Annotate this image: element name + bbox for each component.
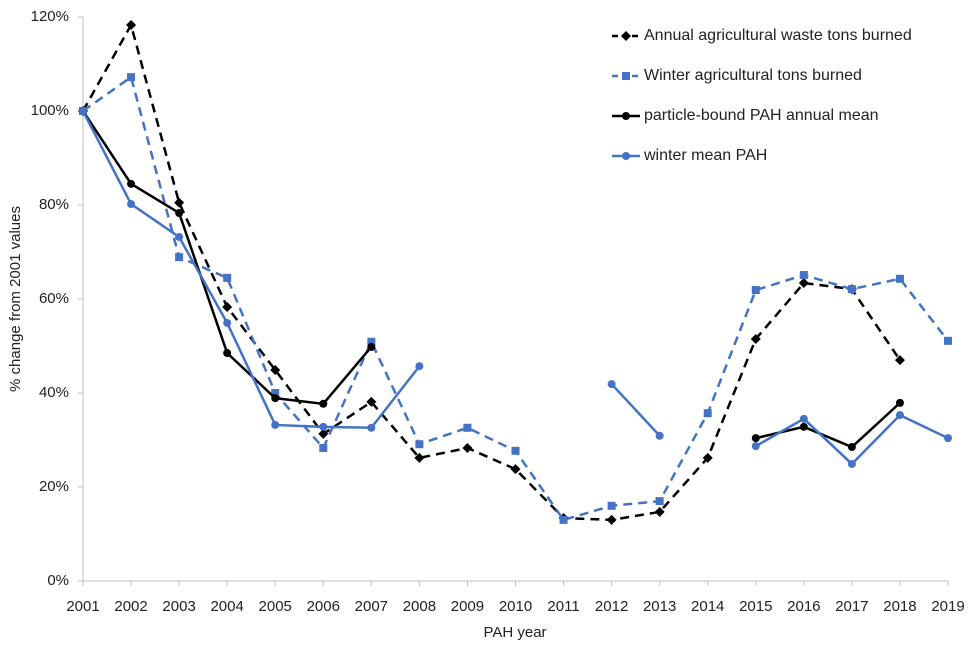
point: [799, 271, 808, 280]
x-tick-label: 2002: [114, 598, 147, 615]
point: [607, 380, 616, 389]
y-tick-label: 40%: [39, 384, 69, 401]
x-tick-label: 2010: [499, 598, 532, 615]
point: [703, 409, 712, 418]
point: [367, 337, 376, 346]
point: [606, 514, 617, 525]
point: [126, 19, 137, 30]
point: [622, 72, 630, 80]
point: [271, 420, 280, 429]
x-tick-label: 2012: [595, 598, 628, 615]
point: [271, 394, 280, 403]
point: [655, 497, 664, 506]
x-tick-label: 2014: [691, 598, 724, 615]
point: [510, 464, 521, 475]
point: [463, 423, 472, 432]
point: [559, 515, 568, 524]
point: [847, 459, 856, 468]
point: [750, 333, 761, 344]
point: [222, 301, 233, 312]
x-tick-label: 2015: [739, 598, 772, 615]
x-tick-label: 2013: [643, 598, 676, 615]
y-axis-label: % change from 2001 values: [7, 206, 24, 392]
point: [223, 273, 232, 282]
legend-label: Winter agricultural tons burned: [644, 67, 862, 84]
point: [654, 506, 665, 517]
x-tick-label: 2016: [787, 598, 820, 615]
x-tick-label: 2019: [931, 598, 964, 615]
point: [847, 443, 856, 452]
point: [622, 152, 630, 160]
point: [511, 446, 520, 455]
y-tick-label: 60%: [39, 290, 69, 307]
point: [751, 442, 760, 451]
point: [175, 208, 184, 217]
point: [894, 355, 905, 366]
point: [270, 364, 281, 375]
point: [944, 434, 952, 443]
x-tick-label: 2018: [883, 598, 916, 615]
point: [751, 286, 760, 295]
x-axis-label: PAH year: [483, 624, 546, 641]
point: [799, 422, 808, 431]
x-tick-label: 2006: [307, 598, 340, 615]
point: [319, 422, 328, 431]
point: [367, 423, 376, 432]
point: [751, 434, 760, 443]
y-tick-label: 100%: [31, 102, 69, 119]
point: [415, 440, 424, 449]
point: [318, 428, 329, 439]
point: [799, 414, 808, 423]
point: [127, 179, 136, 188]
point: [462, 442, 473, 453]
series-line: [81, 110, 901, 449]
x-tick-label: 2011: [547, 598, 579, 615]
y-tick-label: 20%: [39, 478, 69, 495]
y-tick-label: 80%: [39, 196, 69, 213]
point: [223, 349, 232, 358]
point: [621, 31, 631, 41]
series-line: [81, 21, 901, 522]
point: [319, 399, 328, 408]
point: [271, 389, 280, 397]
point: [798, 278, 809, 289]
x-tick-label: 2017: [835, 598, 868, 615]
point: [895, 274, 904, 283]
x-tick-label: 2008: [403, 598, 436, 615]
point: [319, 443, 328, 452]
point: [655, 431, 664, 440]
point: [127, 73, 136, 82]
point: [174, 197, 185, 208]
point: [367, 342, 376, 351]
point: [127, 200, 136, 209]
point: [895, 411, 904, 420]
x-tick-label: 2007: [355, 598, 388, 615]
x-tick-label: 2004: [210, 598, 243, 615]
y-tick-label: 0%: [47, 572, 69, 589]
y-tick-label: 120%: [31, 8, 69, 25]
x-tick-label: 2009: [451, 598, 484, 615]
legend-label: Annual agricultural waste tons burned: [644, 27, 912, 44]
legend-label: winter mean PAH: [643, 147, 767, 164]
point: [175, 232, 184, 241]
point: [847, 285, 856, 294]
point: [414, 452, 425, 463]
x-tick-label: 2003: [162, 598, 195, 615]
point: [702, 452, 713, 463]
x-tick-label: 2001: [66, 598, 99, 615]
legend-label: particle-bound PAH annual mean: [644, 107, 879, 124]
x-tick-label: 2005: [259, 598, 292, 615]
point: [366, 396, 377, 407]
series-line: [81, 110, 949, 466]
point: [944, 336, 952, 345]
point: [415, 362, 424, 371]
point: [175, 253, 184, 262]
point: [622, 112, 630, 120]
point: [223, 318, 232, 327]
point: [79, 107, 87, 115]
point: [607, 501, 616, 510]
point: [895, 398, 904, 407]
